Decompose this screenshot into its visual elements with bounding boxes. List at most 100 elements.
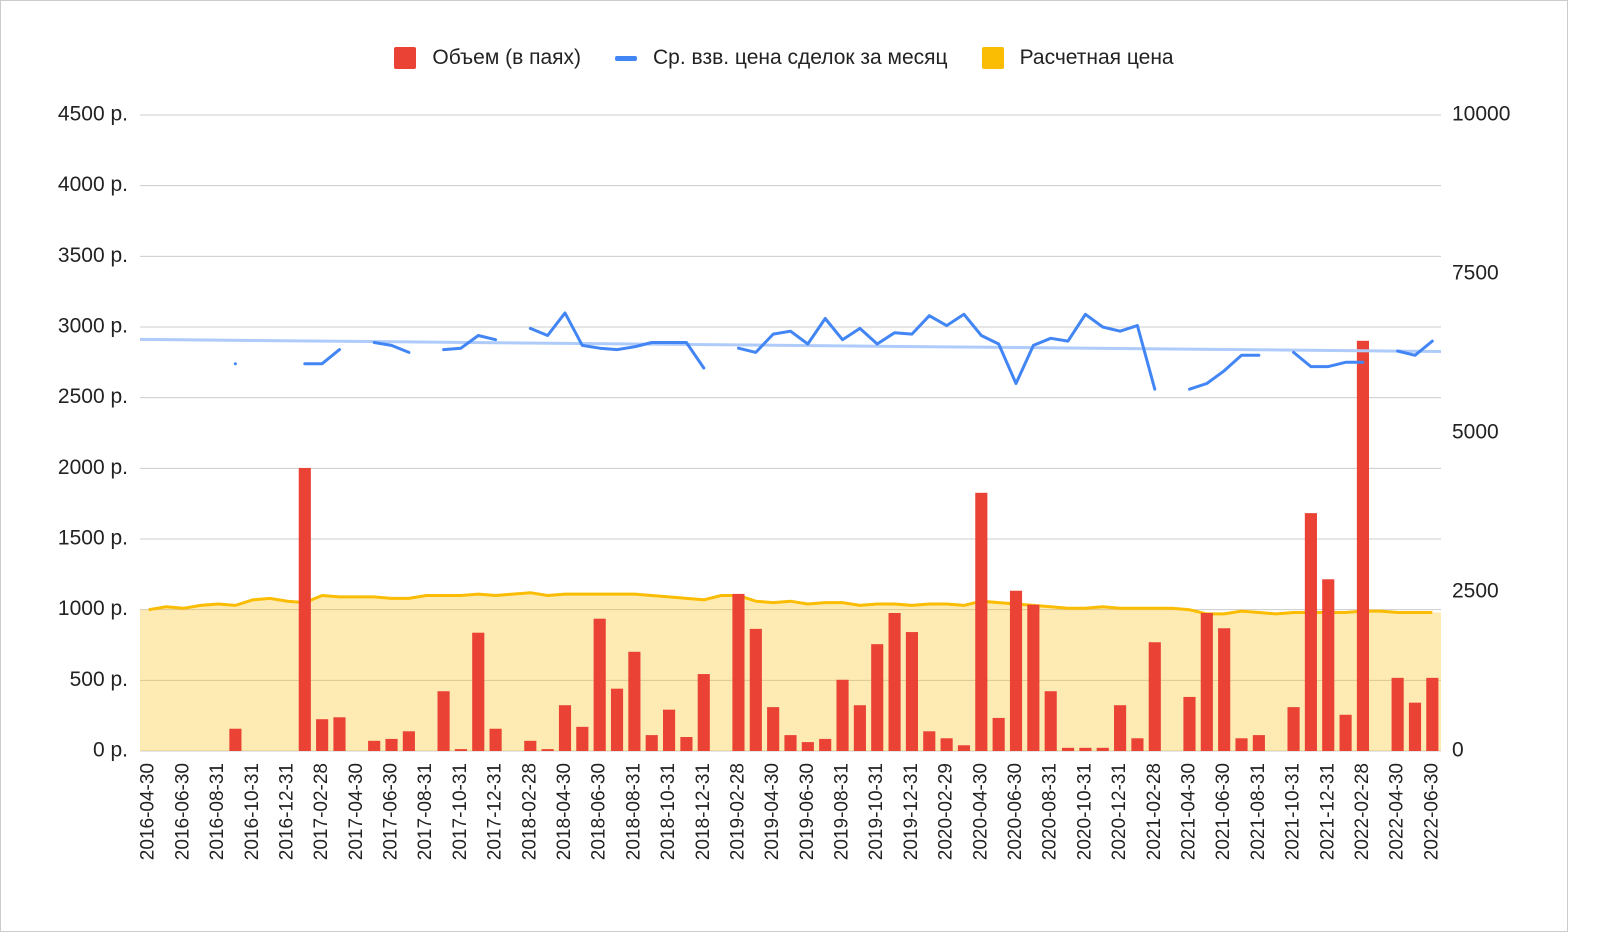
bar [836, 679, 849, 751]
x-tick-label: 2022-02-28 [1352, 763, 1373, 860]
y-tick-label: 2500 р. [58, 385, 128, 408]
y-tick-label: 0 р. [93, 739, 128, 762]
bar [905, 632, 918, 751]
bar [1044, 691, 1057, 751]
bar [1426, 677, 1439, 751]
bar [1322, 579, 1335, 751]
x-tick-label: 2021-02-28 [1144, 763, 1165, 860]
bar [1114, 705, 1127, 751]
bar [593, 618, 606, 751]
x-tick-label: 2016-10-31 [242, 763, 263, 860]
bar [1061, 747, 1075, 751]
x-tick-label: 2021-06-30 [1213, 763, 1234, 860]
bar [1339, 714, 1352, 751]
x-tick-label: 2017-02-28 [311, 763, 332, 860]
bar [628, 651, 641, 751]
bar [1235, 738, 1248, 751]
bar [385, 738, 398, 751]
bar [732, 593, 745, 751]
x-tick-label: 2022-06-30 [1421, 763, 1442, 860]
x-tick-label: 2019-04-30 [762, 763, 783, 860]
bar [1356, 340, 1370, 751]
bar [663, 709, 676, 751]
legend-item: Объем (в паях) [394, 46, 581, 70]
bar [524, 740, 537, 751]
x-tick-label: 2019-02-28 [727, 763, 748, 860]
y2-tick-label: 0 [1452, 739, 1464, 762]
legend-item: Расчетная цена [981, 46, 1174, 70]
x-tick-label: 2018-10-31 [658, 763, 679, 860]
bar [1391, 677, 1404, 751]
bar [610, 688, 624, 751]
x-tick-label: 2021-04-30 [1178, 763, 1199, 860]
bar [229, 728, 242, 751]
bar [923, 731, 936, 751]
x-tick-label: 2019-06-30 [797, 763, 818, 860]
x-tick-label: 2021-10-31 [1283, 763, 1304, 860]
y-tick-label: 1500 р. [58, 527, 128, 550]
bar [1287, 707, 1300, 751]
x-tick-label: 2018-12-31 [693, 763, 714, 860]
legend: Объем (в паях) Ср. взв. цена сделок за ме… [0, 46, 1568, 70]
x-tick-label: 2017-04-30 [346, 763, 367, 860]
bar [645, 735, 658, 751]
bar [576, 726, 589, 751]
bar [749, 628, 762, 751]
bar [541, 749, 554, 751]
x-tick-label: 2018-08-31 [623, 763, 644, 860]
x-tick-label: 2019-08-31 [832, 763, 853, 860]
x-tick-label: 2022-04-30 [1387, 763, 1408, 860]
y-tick-label: 3000 р. [58, 315, 128, 338]
legend-item: Ср. взв. цена сделок за месяц [615, 46, 948, 70]
trendline [139, 337, 1442, 353]
x-tick-label: 2017-12-31 [485, 763, 506, 860]
bar [1200, 612, 1213, 751]
x-tick-label: 2016-12-31 [276, 763, 297, 860]
bar [801, 742, 814, 751]
bar [1304, 513, 1317, 751]
bar [957, 745, 971, 751]
x-tick-label: 2020-12-31 [1109, 763, 1130, 860]
y-tick-label: 500 р. [70, 668, 128, 691]
legend-swatch [615, 55, 638, 61]
legend-label: Объем (в паях) [432, 46, 582, 69]
bar [819, 738, 832, 751]
bar [558, 705, 572, 751]
bar [784, 735, 797, 751]
bar [1218, 628, 1231, 751]
x-tick-label: 2018-02-28 [519, 763, 540, 860]
y2-tick-label: 5000 [1452, 421, 1499, 444]
bar [680, 737, 693, 751]
y-tick-label: 3500 р. [58, 244, 128, 267]
y-tick-label: 1000 р. [58, 597, 128, 620]
x-tick-label: 2016-06-30 [172, 763, 193, 860]
y-tick-label: 4000 р. [58, 173, 128, 196]
x-tick-label: 2021-12-31 [1317, 763, 1338, 860]
bar [853, 705, 866, 751]
y2-tick-label: 10000 [1452, 103, 1510, 126]
x-tick-label: 2021-08-31 [1248, 763, 1269, 860]
bar [437, 691, 450, 751]
bar [333, 717, 346, 751]
x-tick-label: 2016-08-31 [207, 763, 228, 860]
bar [454, 749, 467, 751]
x-tick-label: 2020-08-31 [1040, 763, 1061, 860]
bar [489, 728, 502, 751]
x-tick-label: 2016-04-30 [138, 763, 159, 860]
bar [697, 674, 710, 751]
legend-swatch [981, 47, 1004, 69]
bar [1027, 604, 1040, 751]
x-tick-label: 2020-10-31 [1074, 763, 1095, 860]
area-line [148, 591, 1433, 616]
x-tick-label: 2020-04-30 [970, 763, 991, 860]
bar [402, 731, 415, 751]
bar [1079, 747, 1092, 751]
bar [888, 612, 901, 751]
x-tick-label: 2019-12-31 [901, 763, 922, 860]
bar [1252, 735, 1265, 751]
x-tick-label: 2018-04-30 [554, 763, 575, 860]
bar [1131, 738, 1144, 751]
x-tick-label: 2019-10-31 [866, 763, 887, 860]
